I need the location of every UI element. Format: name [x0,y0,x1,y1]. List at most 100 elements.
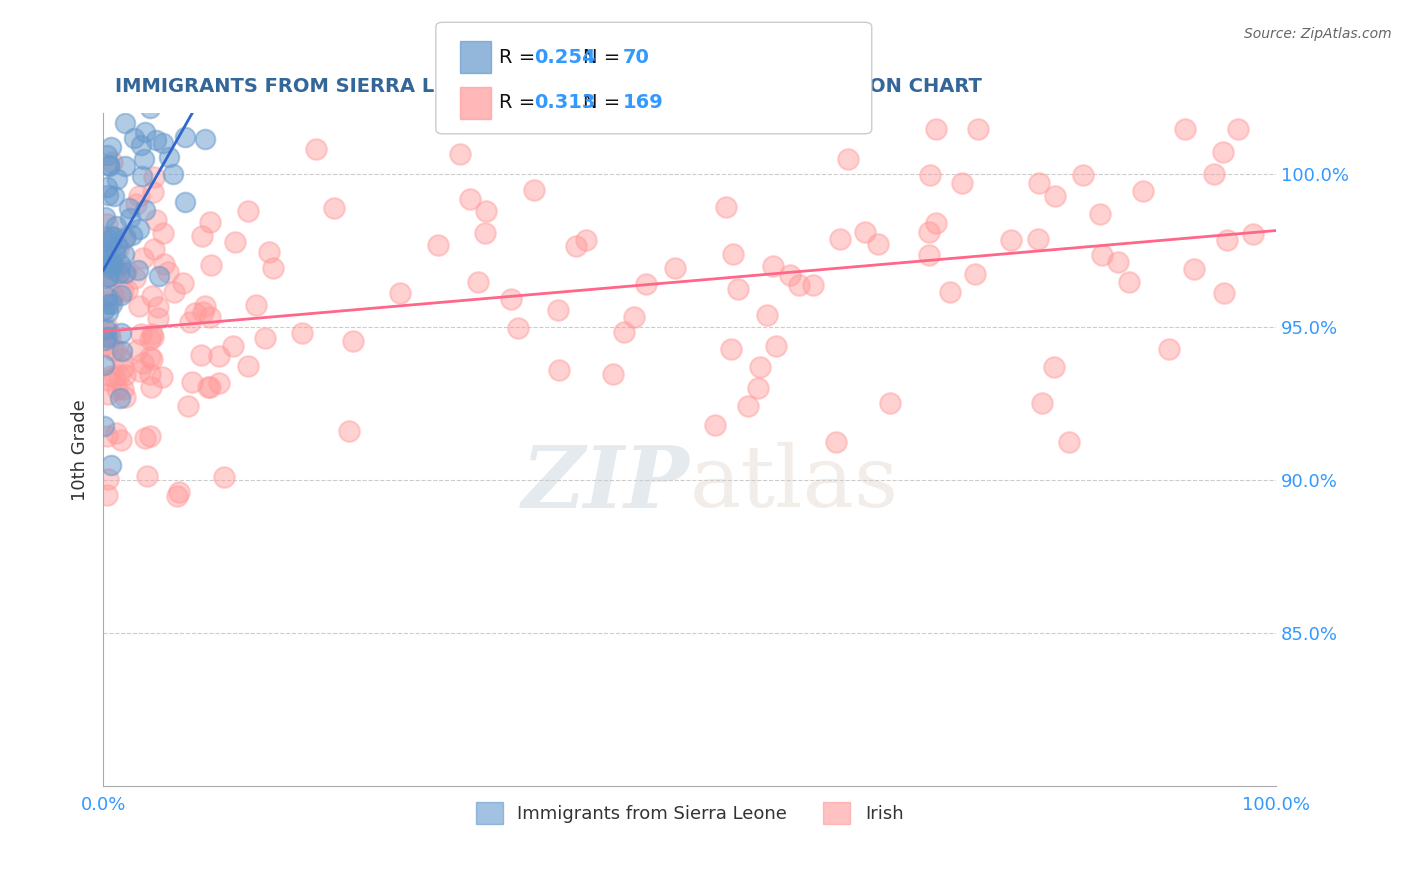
Point [104,262,127,277]
Point [121,228,143,243]
Point [565,239,588,253]
Point [97,386,120,401]
Point [100,458,122,472]
Point [965,267,987,281]
Point [1043,189,1066,203]
Point [114,390,136,404]
Point [100,261,122,276]
Point [501,292,523,306]
Point [837,152,859,166]
Point [575,233,598,247]
Point [132,356,155,370]
Point [100,293,122,307]
Point [1028,176,1050,190]
Legend: Immigrants from Sierra Leone, Irish: Immigrants from Sierra Leone, Irish [468,795,911,831]
Point [967,121,990,136]
Point [449,146,471,161]
Point [114,86,136,100]
Point [128,222,150,236]
Point [1043,360,1066,375]
Point [148,268,170,283]
Point [129,326,152,341]
Point [634,277,657,292]
Point [547,363,569,377]
Point [925,121,948,136]
Point [727,282,749,296]
Point [1132,184,1154,198]
Point [134,152,156,166]
Y-axis label: 10th Grade: 10th Grade [72,399,89,500]
Point [174,194,197,209]
Point [177,400,200,414]
Point [97,159,120,173]
Point [93,246,115,260]
Point [194,299,217,313]
Point [101,343,124,357]
Point [108,266,131,280]
Point [94,211,117,225]
Point [1204,167,1226,181]
Point [134,431,156,445]
Point [104,263,127,277]
Point [254,331,277,345]
Point [96,488,118,502]
Point [98,330,121,344]
Point [125,343,148,357]
Point [214,470,236,484]
Text: R =: R = [499,93,541,112]
Point [93,333,115,347]
Point [96,319,118,334]
Point [1118,275,1140,289]
Point [101,257,124,271]
Point [96,147,118,161]
Point [131,169,153,183]
Point [110,256,132,270]
Point [762,260,785,274]
Point [124,271,146,285]
Point [107,238,129,252]
Point [1091,248,1114,262]
Point [720,342,742,356]
Point [110,433,132,447]
Point [112,247,135,261]
Point [1000,233,1022,247]
Point [1174,121,1197,136]
Point [97,270,120,285]
Point [184,306,207,320]
Point [475,203,498,218]
Point [342,334,364,348]
Point [156,264,179,278]
Point [152,136,174,151]
Point [200,380,222,394]
Point [388,285,411,300]
Point [114,266,136,280]
Point [238,203,260,218]
Point [224,235,246,250]
Point [868,237,890,252]
Point [1028,232,1050,246]
Point [114,116,136,130]
Point [115,283,138,297]
Text: ZIP: ZIP [522,442,689,525]
Point [291,326,314,340]
Point [141,288,163,302]
Point [323,201,346,215]
Point [1107,255,1129,269]
Point [139,102,162,116]
Point [141,351,163,366]
Point [98,237,121,252]
Point [172,276,194,290]
Text: atlas: atlas [689,442,898,525]
Point [101,256,124,270]
Point [426,238,449,252]
Point [131,251,153,265]
Point [1213,285,1236,300]
Point [179,315,201,329]
Point [918,225,941,239]
Point [879,396,901,410]
Point [111,344,134,359]
Point [190,348,212,362]
Text: Source: ZipAtlas.com: Source: ZipAtlas.com [1244,27,1392,41]
Point [128,299,150,313]
Point [107,368,129,382]
